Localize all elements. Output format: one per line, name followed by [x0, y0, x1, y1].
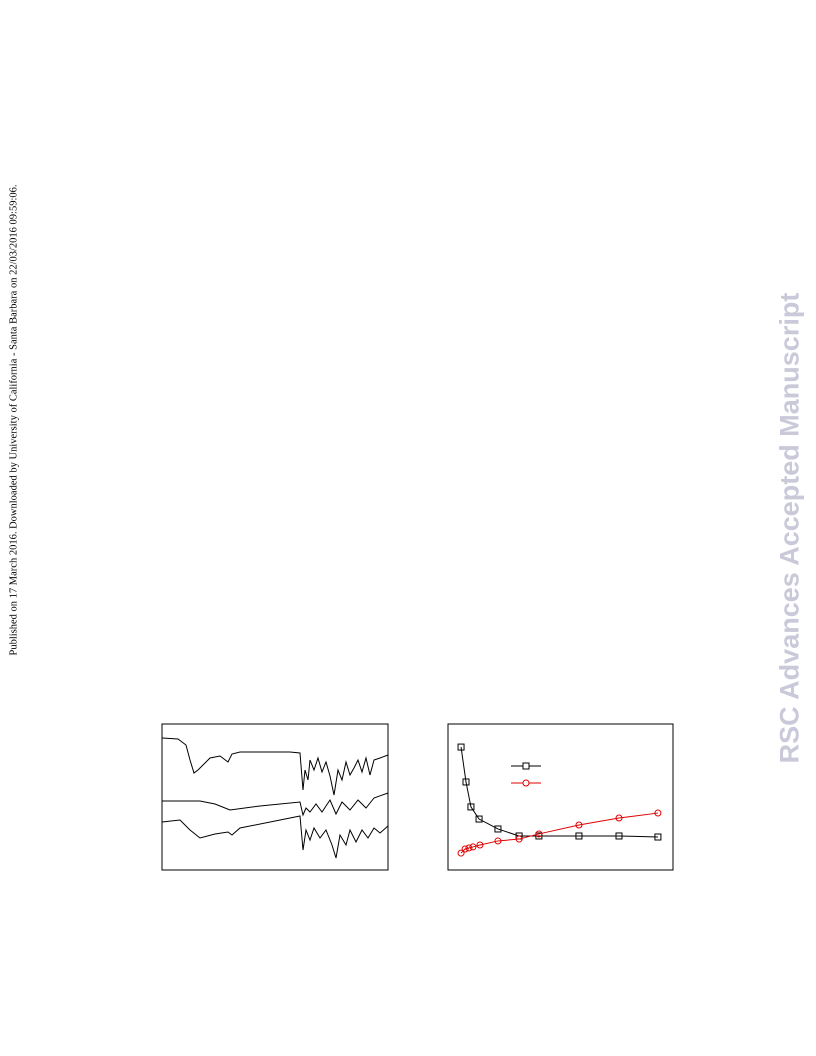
point — [575, 821, 583, 829]
point — [494, 825, 502, 833]
point — [535, 830, 543, 838]
point — [461, 845, 469, 853]
point — [535, 832, 543, 840]
point — [654, 833, 662, 841]
point — [457, 849, 465, 857]
left-frame — [161, 723, 389, 871]
point — [462, 778, 470, 786]
point — [457, 743, 465, 751]
point — [494, 837, 502, 845]
legend-marker — [522, 779, 530, 787]
legend-marker — [522, 762, 530, 770]
right-frame — [447, 723, 674, 871]
point — [475, 815, 483, 823]
point — [465, 844, 473, 852]
point — [515, 835, 523, 843]
point — [575, 832, 583, 840]
point — [469, 843, 477, 851]
point — [467, 803, 475, 811]
series-line — [460, 746, 658, 838]
point — [654, 809, 662, 817]
point — [476, 841, 484, 849]
spectrum-middle — [162, 792, 389, 817]
series-line — [460, 812, 658, 854]
point — [615, 832, 623, 840]
spectrum-bottom — [161, 815, 389, 859]
spectrum-top — [161, 737, 389, 796]
point — [615, 814, 623, 822]
